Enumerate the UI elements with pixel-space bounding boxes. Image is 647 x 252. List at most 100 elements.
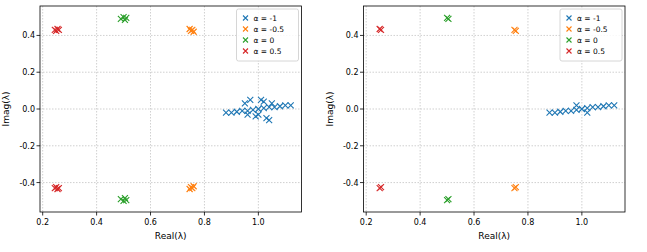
tick xyxy=(360,72,364,73)
point xyxy=(247,97,253,103)
point xyxy=(255,106,261,112)
tick-label: 0.2 xyxy=(346,68,359,77)
tick-label: 0.8 xyxy=(198,218,211,227)
point xyxy=(191,183,197,189)
grid-line xyxy=(204,6,205,212)
point xyxy=(600,103,606,109)
grid-line xyxy=(40,182,302,183)
tick xyxy=(37,72,41,73)
point xyxy=(288,102,294,108)
point xyxy=(223,110,229,116)
tick-label: 0.4 xyxy=(346,31,359,40)
tick xyxy=(360,145,364,146)
point xyxy=(123,15,129,21)
axis-label: Imag(λ) xyxy=(1,92,11,127)
axis-label: Real(λ) xyxy=(478,231,510,241)
tick xyxy=(474,212,475,216)
point xyxy=(579,106,585,112)
grid-line xyxy=(364,72,626,73)
point xyxy=(513,28,519,34)
point xyxy=(552,110,558,116)
point xyxy=(563,108,569,114)
marks xyxy=(377,15,618,203)
point xyxy=(191,29,197,35)
tick xyxy=(581,212,582,216)
legend-label: α = -1 xyxy=(577,14,601,23)
legend-marker xyxy=(243,16,248,21)
point xyxy=(228,110,234,116)
tick xyxy=(360,182,364,183)
point xyxy=(261,105,267,111)
point xyxy=(250,107,256,113)
tick xyxy=(96,212,97,216)
tick-label: -0.2 xyxy=(19,142,35,151)
frame xyxy=(364,6,626,212)
point xyxy=(266,104,272,110)
tick-label: 0.2 xyxy=(360,218,373,227)
grid-line xyxy=(150,6,151,212)
grid-line xyxy=(40,72,302,73)
legend-label: α = -0.5 xyxy=(254,25,285,34)
legend: α = -1α = -0.5α = 0α = 0.5 xyxy=(560,9,622,61)
tick-label: 0.0 xyxy=(346,105,359,114)
tick xyxy=(258,212,259,216)
tick xyxy=(37,109,41,110)
tick xyxy=(204,212,205,216)
point xyxy=(255,112,261,118)
tick xyxy=(42,212,43,216)
legend-box xyxy=(237,9,299,61)
legend: α = -1 α = -0.5 α = 0 α = 0.5 xyxy=(237,9,299,61)
point xyxy=(590,104,596,110)
legend-marker xyxy=(567,49,572,54)
point xyxy=(234,109,240,115)
tick-label: 0.8 xyxy=(522,218,535,227)
point xyxy=(557,109,563,115)
legend-label: α = -1 xyxy=(254,14,278,23)
legend-marker xyxy=(567,38,572,43)
legend-label: α = 0.5 xyxy=(577,47,605,56)
legend-marker xyxy=(243,38,248,43)
point xyxy=(445,16,451,22)
legend-box xyxy=(560,9,622,61)
legend-label: α = -0.5 xyxy=(577,25,608,34)
point xyxy=(266,117,272,123)
point xyxy=(573,102,579,108)
grid-line xyxy=(40,145,302,146)
point xyxy=(595,104,601,110)
tick xyxy=(150,212,151,216)
grid-line xyxy=(96,6,97,212)
point xyxy=(56,27,62,33)
tick-label: 0.6 xyxy=(144,218,157,227)
tick xyxy=(37,182,41,183)
legend-marker xyxy=(243,49,248,54)
point xyxy=(378,184,384,190)
tick-label: 0.0 xyxy=(22,105,35,114)
grid-line xyxy=(527,6,528,212)
subplot: 0.20.40.60.81.0-0.4-0.20.00.20.4Real(λ)I… xyxy=(325,6,626,241)
legend-label: α = 0.5 xyxy=(254,47,282,56)
tick xyxy=(37,35,41,36)
point xyxy=(611,102,617,108)
grid-line xyxy=(364,182,626,183)
tick-label: 0.4 xyxy=(414,218,427,227)
axis-label: Imag(λ) xyxy=(325,92,335,127)
tick xyxy=(527,212,528,216)
point xyxy=(277,103,283,109)
tick xyxy=(360,109,364,110)
legend-label: α = 0 xyxy=(254,36,275,45)
axis-label: Real(λ) xyxy=(155,231,187,241)
point xyxy=(282,102,288,108)
tick-label: 1.0 xyxy=(575,218,588,227)
point xyxy=(245,112,251,118)
tick xyxy=(366,212,367,216)
grid-line xyxy=(420,6,421,212)
point xyxy=(123,197,129,203)
point xyxy=(606,102,612,108)
point xyxy=(272,104,278,110)
legend-marker xyxy=(243,27,248,32)
point xyxy=(584,110,590,116)
point xyxy=(269,100,275,106)
marks xyxy=(52,14,294,204)
tick xyxy=(360,35,364,36)
point xyxy=(239,108,245,114)
